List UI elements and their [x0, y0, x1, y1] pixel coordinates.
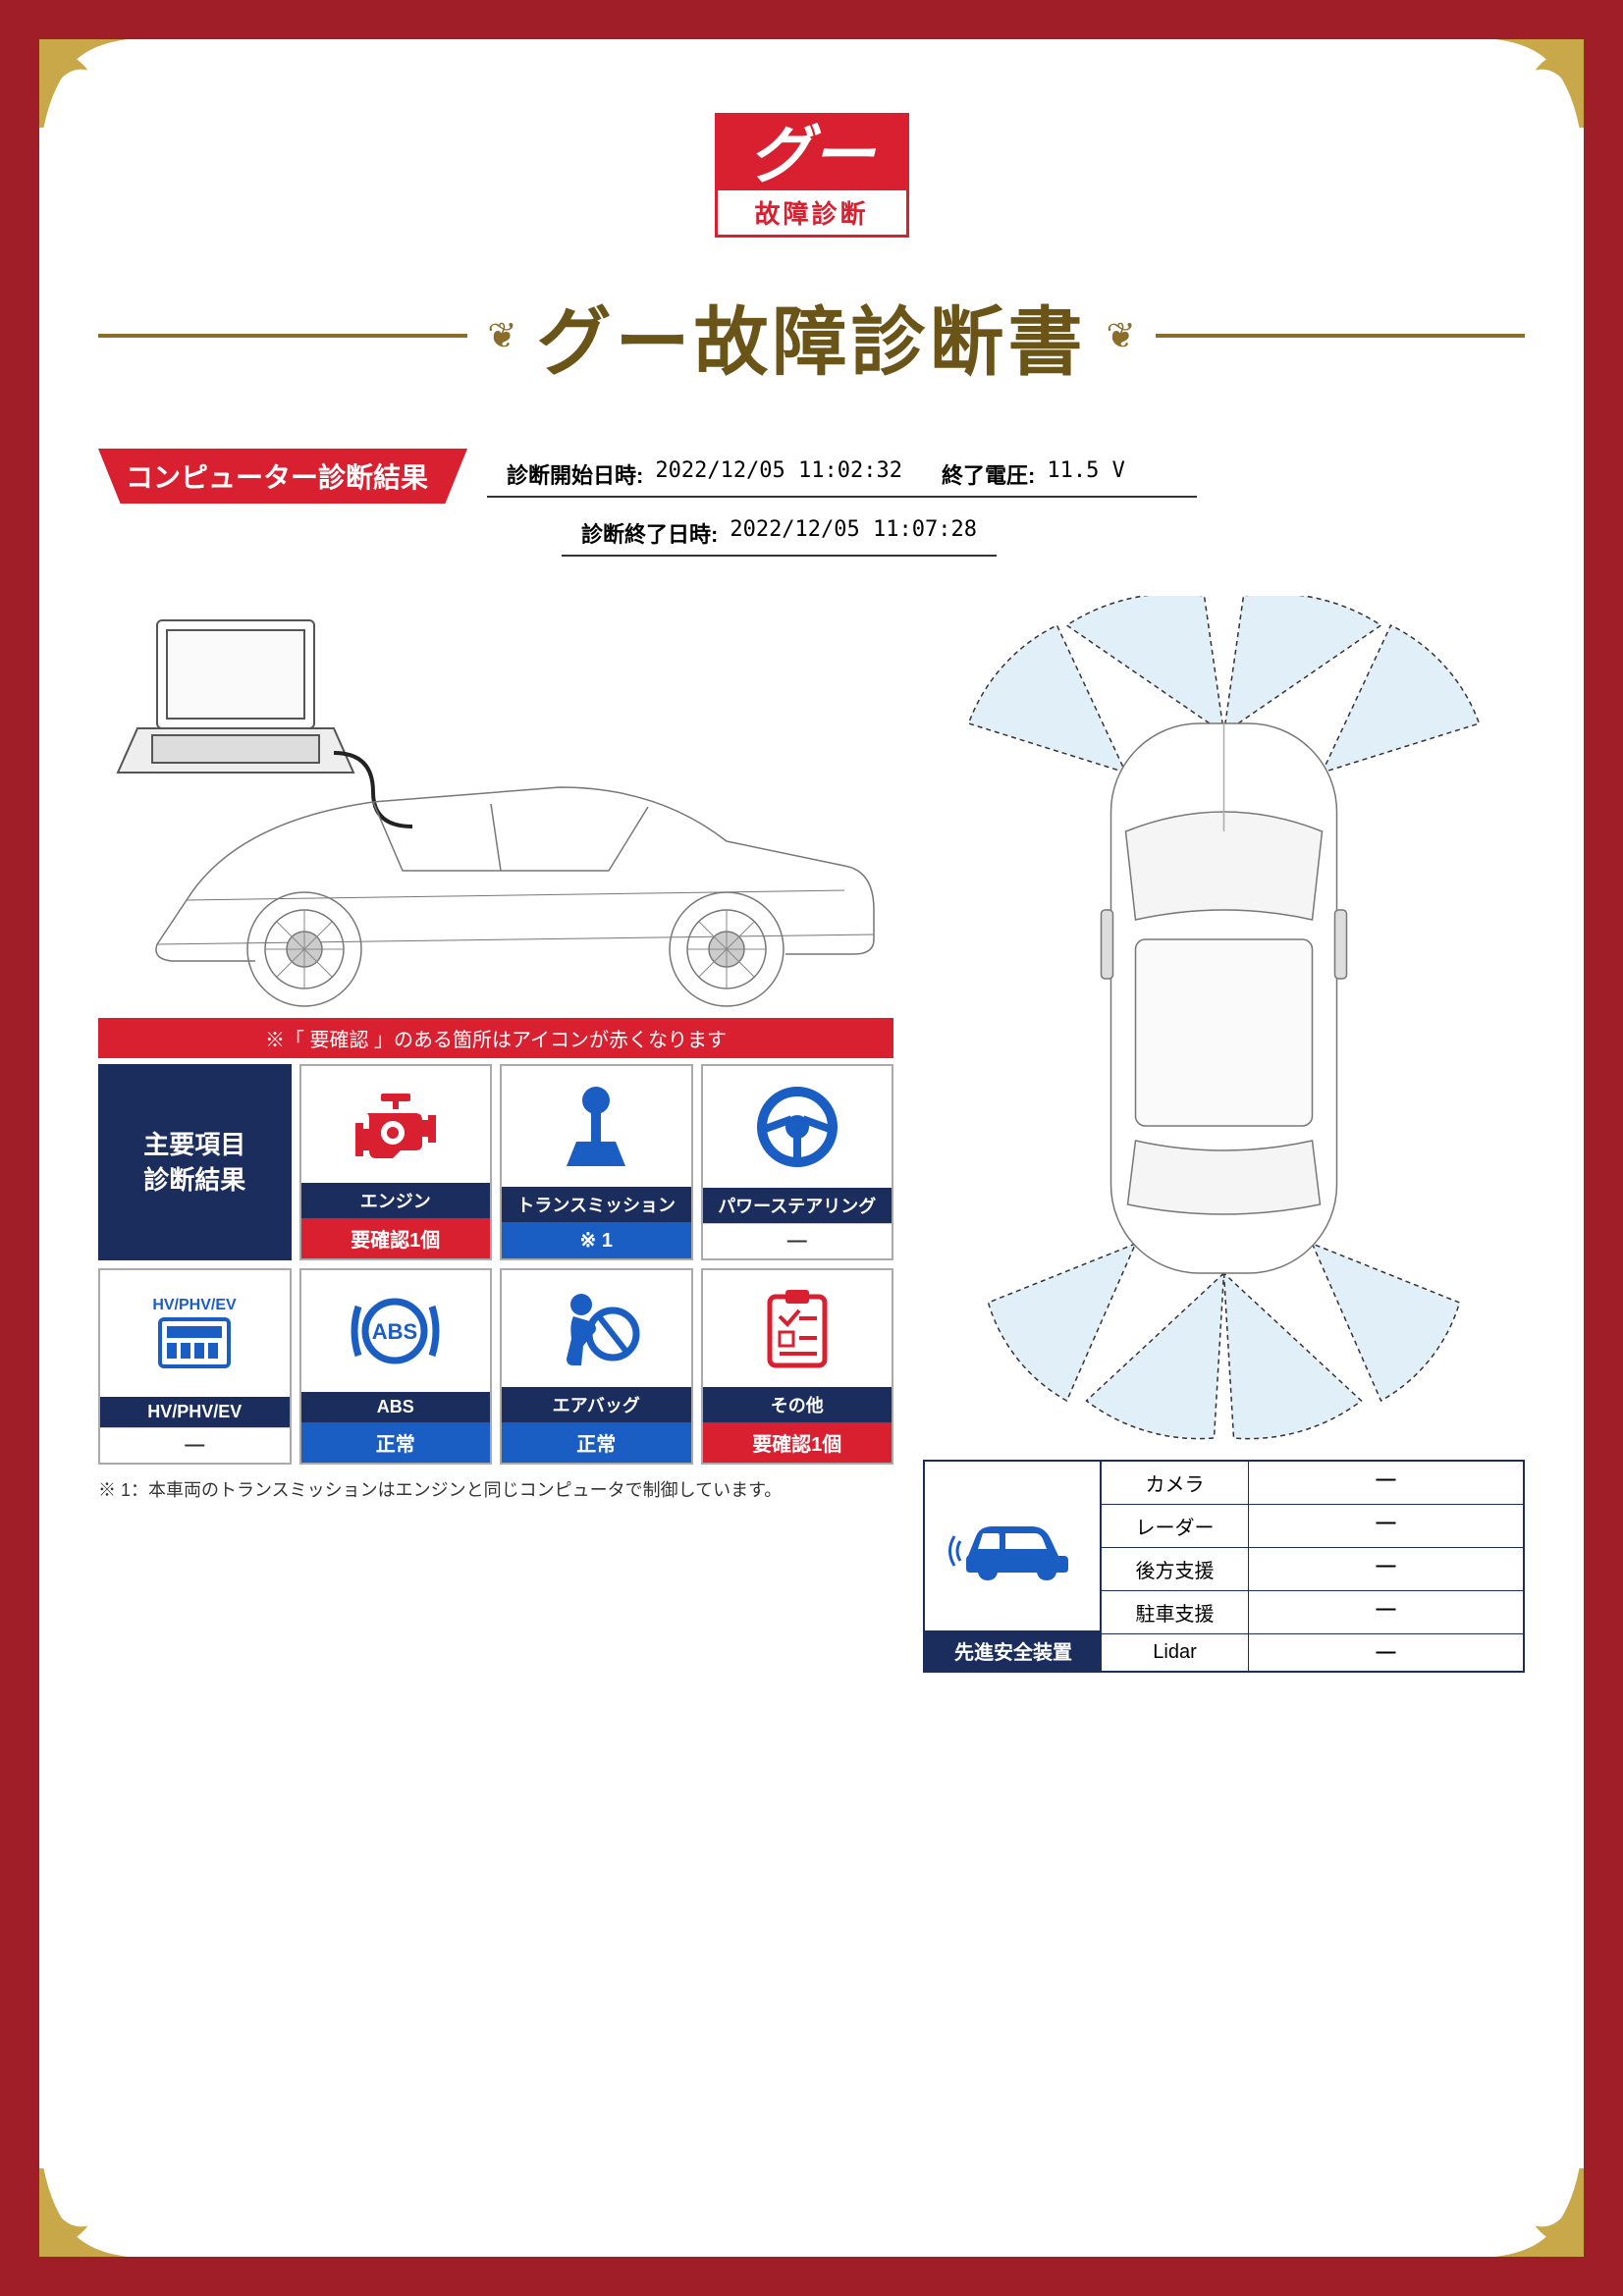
diagnostic-item-4: ABS ABS 正常: [299, 1268, 493, 1465]
section-header-row: コンピューター診断結果 診断開始日時: 2022/12/05 11:02:32 …: [98, 449, 1525, 504]
svg-text:ABS: ABS: [372, 1319, 417, 1344]
diagnostic-item-5: エアバッグ 正常: [500, 1268, 693, 1465]
car-side-illustration: [98, 596, 893, 1008]
meta-voltage-value: 11.5 V: [1047, 458, 1124, 490]
car-top-illustration: [923, 596, 1525, 1440]
item-status: 要確認1個: [703, 1422, 893, 1463]
meta-end: 診断終了日時: 2022/12/05 11:07:28: [562, 513, 997, 557]
title-rule-right: [1156, 334, 1525, 338]
diagnostic-item-1: トランスミッション ※ 1: [500, 1064, 693, 1260]
meta-start: 診断開始日時: 2022/12/05 11:02:32: [487, 454, 922, 498]
safety-title: 先進安全装置: [925, 1630, 1102, 1671]
corner-ornament-br: [1495, 2168, 1584, 2257]
header-card: 主要項目診断結果: [98, 1064, 292, 1260]
safety-row-label: 後方支援: [1102, 1548, 1249, 1590]
meta-start-value: 2022/12/05 11:02:32: [655, 458, 902, 490]
title-row: ❦ グー故障診断書 ❦: [98, 282, 1525, 390]
diagnostic-item-2: パワーステアリング ―: [701, 1064, 894, 1260]
item-label: HV/PHV/EV: [100, 1397, 290, 1427]
safety-row-value: ―: [1249, 1634, 1523, 1671]
item-label: トランスミッション: [502, 1187, 691, 1222]
svg-text:HV/PHV/EV: HV/PHV/EV: [153, 1297, 238, 1313]
safety-row-3: 駐車支援 ―: [1102, 1591, 1523, 1634]
meta-voltage: 終了電圧: 11.5 V: [922, 454, 1197, 498]
logo-brand: グー: [718, 116, 906, 190]
safety-row-4: Lidar ―: [1102, 1634, 1523, 1671]
meta-voltage-label: 終了電圧:: [942, 458, 1035, 490]
meta-end-value: 2022/12/05 11:07:28: [730, 517, 977, 549]
corner-ornament-tr: [1495, 39, 1584, 128]
safety-row-value: ―: [1249, 1548, 1523, 1590]
safety-row-label: レーダー: [1102, 1505, 1249, 1547]
document-title: グー故障診断書: [537, 282, 1087, 390]
left-column: ※「 要確認 」のある箇所はアイコンが赤くなります 主要項目診断結果 エンジン …: [98, 596, 893, 1673]
item-icon: ABS: [301, 1270, 491, 1392]
page: グー 故障診断 ❦ グー故障診断書 ❦ コンピューター診断結果 診断開始日時: …: [39, 39, 1584, 2257]
section-badge: コンピューター診断結果: [98, 449, 467, 504]
item-status: ※ 1: [502, 1222, 691, 1258]
item-icon: [703, 1066, 893, 1188]
item-icon: HV/PHV/EV: [100, 1270, 290, 1397]
safety-row-1: レーダー ―: [1102, 1505, 1523, 1548]
item-icon: [502, 1270, 691, 1387]
ornament-left: ❦: [487, 315, 516, 356]
item-label: パワーステアリング: [703, 1188, 893, 1223]
corner-ornament-bl: [39, 2168, 128, 2257]
section-header-row-2: 診断終了日時: 2022/12/05 11:07:28: [562, 513, 1525, 557]
safety-table-header: 先進安全装置: [925, 1462, 1102, 1671]
diagnostic-items-grid: 主要項目診断結果 エンジン 要確認1個 トランスミッション ※ 1 パワーステア…: [98, 1064, 893, 1465]
diagnostic-item-3: HV/PHV/EV HV/PHV/EV ―: [98, 1268, 292, 1465]
item-status: 要確認1個: [301, 1218, 491, 1258]
item-icon: [301, 1066, 491, 1183]
item-label: ABS: [301, 1392, 491, 1422]
safety-row-label: Lidar: [1102, 1634, 1249, 1671]
item-status: 正常: [301, 1422, 491, 1463]
safety-row-value: ―: [1249, 1462, 1523, 1504]
item-label: エアバッグ: [502, 1387, 691, 1422]
right-column: 先進安全装置 カメラ ―レーダー ―後方支援 ―駐車支援 ―Lidar ―: [923, 596, 1525, 1673]
item-status: 正常: [502, 1422, 691, 1463]
item-icon: [502, 1066, 691, 1187]
note-bar: ※「 要確認 」のある箇所はアイコンが赤くなります: [98, 1018, 893, 1058]
footnote: ※ 1：本車両のトランスミッションはエンジンと同じコンピュータで制御しています。: [98, 1476, 893, 1502]
item-status: ―: [100, 1427, 290, 1463]
safety-table: 先進安全装置 カメラ ―レーダー ―後方支援 ―駐車支援 ―Lidar ―: [923, 1460, 1525, 1673]
item-label: その他: [703, 1387, 893, 1422]
corner-ornament-tl: [39, 39, 128, 128]
safety-row-0: カメラ ―: [1102, 1462, 1523, 1505]
safety-row-label: 駐車支援: [1102, 1591, 1249, 1633]
item-label: エンジン: [301, 1183, 491, 1218]
meta-start-label: 診断開始日時:: [507, 458, 643, 490]
safety-row-label: カメラ: [1102, 1462, 1249, 1504]
diagnostic-item-6: その他 要確認1個: [701, 1268, 894, 1465]
meta-end-label: 診断終了日時:: [581, 517, 718, 549]
item-icon: [703, 1270, 893, 1387]
diagnostic-area: ※「 要確認 」のある箇所はアイコンが赤くなります 主要項目診断結果 エンジン …: [98, 596, 1525, 1673]
logo: グー 故障診断: [98, 113, 1525, 238]
safety-row-value: ―: [1249, 1505, 1523, 1547]
title-rule-left: [98, 334, 467, 338]
item-status: ―: [703, 1223, 893, 1258]
safety-row-value: ―: [1249, 1591, 1523, 1633]
ornament-right: ❦: [1107, 315, 1136, 356]
safety-rows: カメラ ―レーダー ―後方支援 ―駐車支援 ―Lidar ―: [1102, 1462, 1523, 1671]
diagnostic-item-0: エンジン 要確認1個: [299, 1064, 493, 1260]
safety-row-2: 後方支援 ―: [1102, 1548, 1523, 1591]
safety-car-icon: [925, 1462, 1102, 1630]
certificate-frame: グー 故障診断 ❦ グー故障診断書 ❦ コンピューター診断結果 診断開始日時: …: [0, 0, 1623, 2296]
logo-subtitle: 故障診断: [718, 190, 906, 235]
